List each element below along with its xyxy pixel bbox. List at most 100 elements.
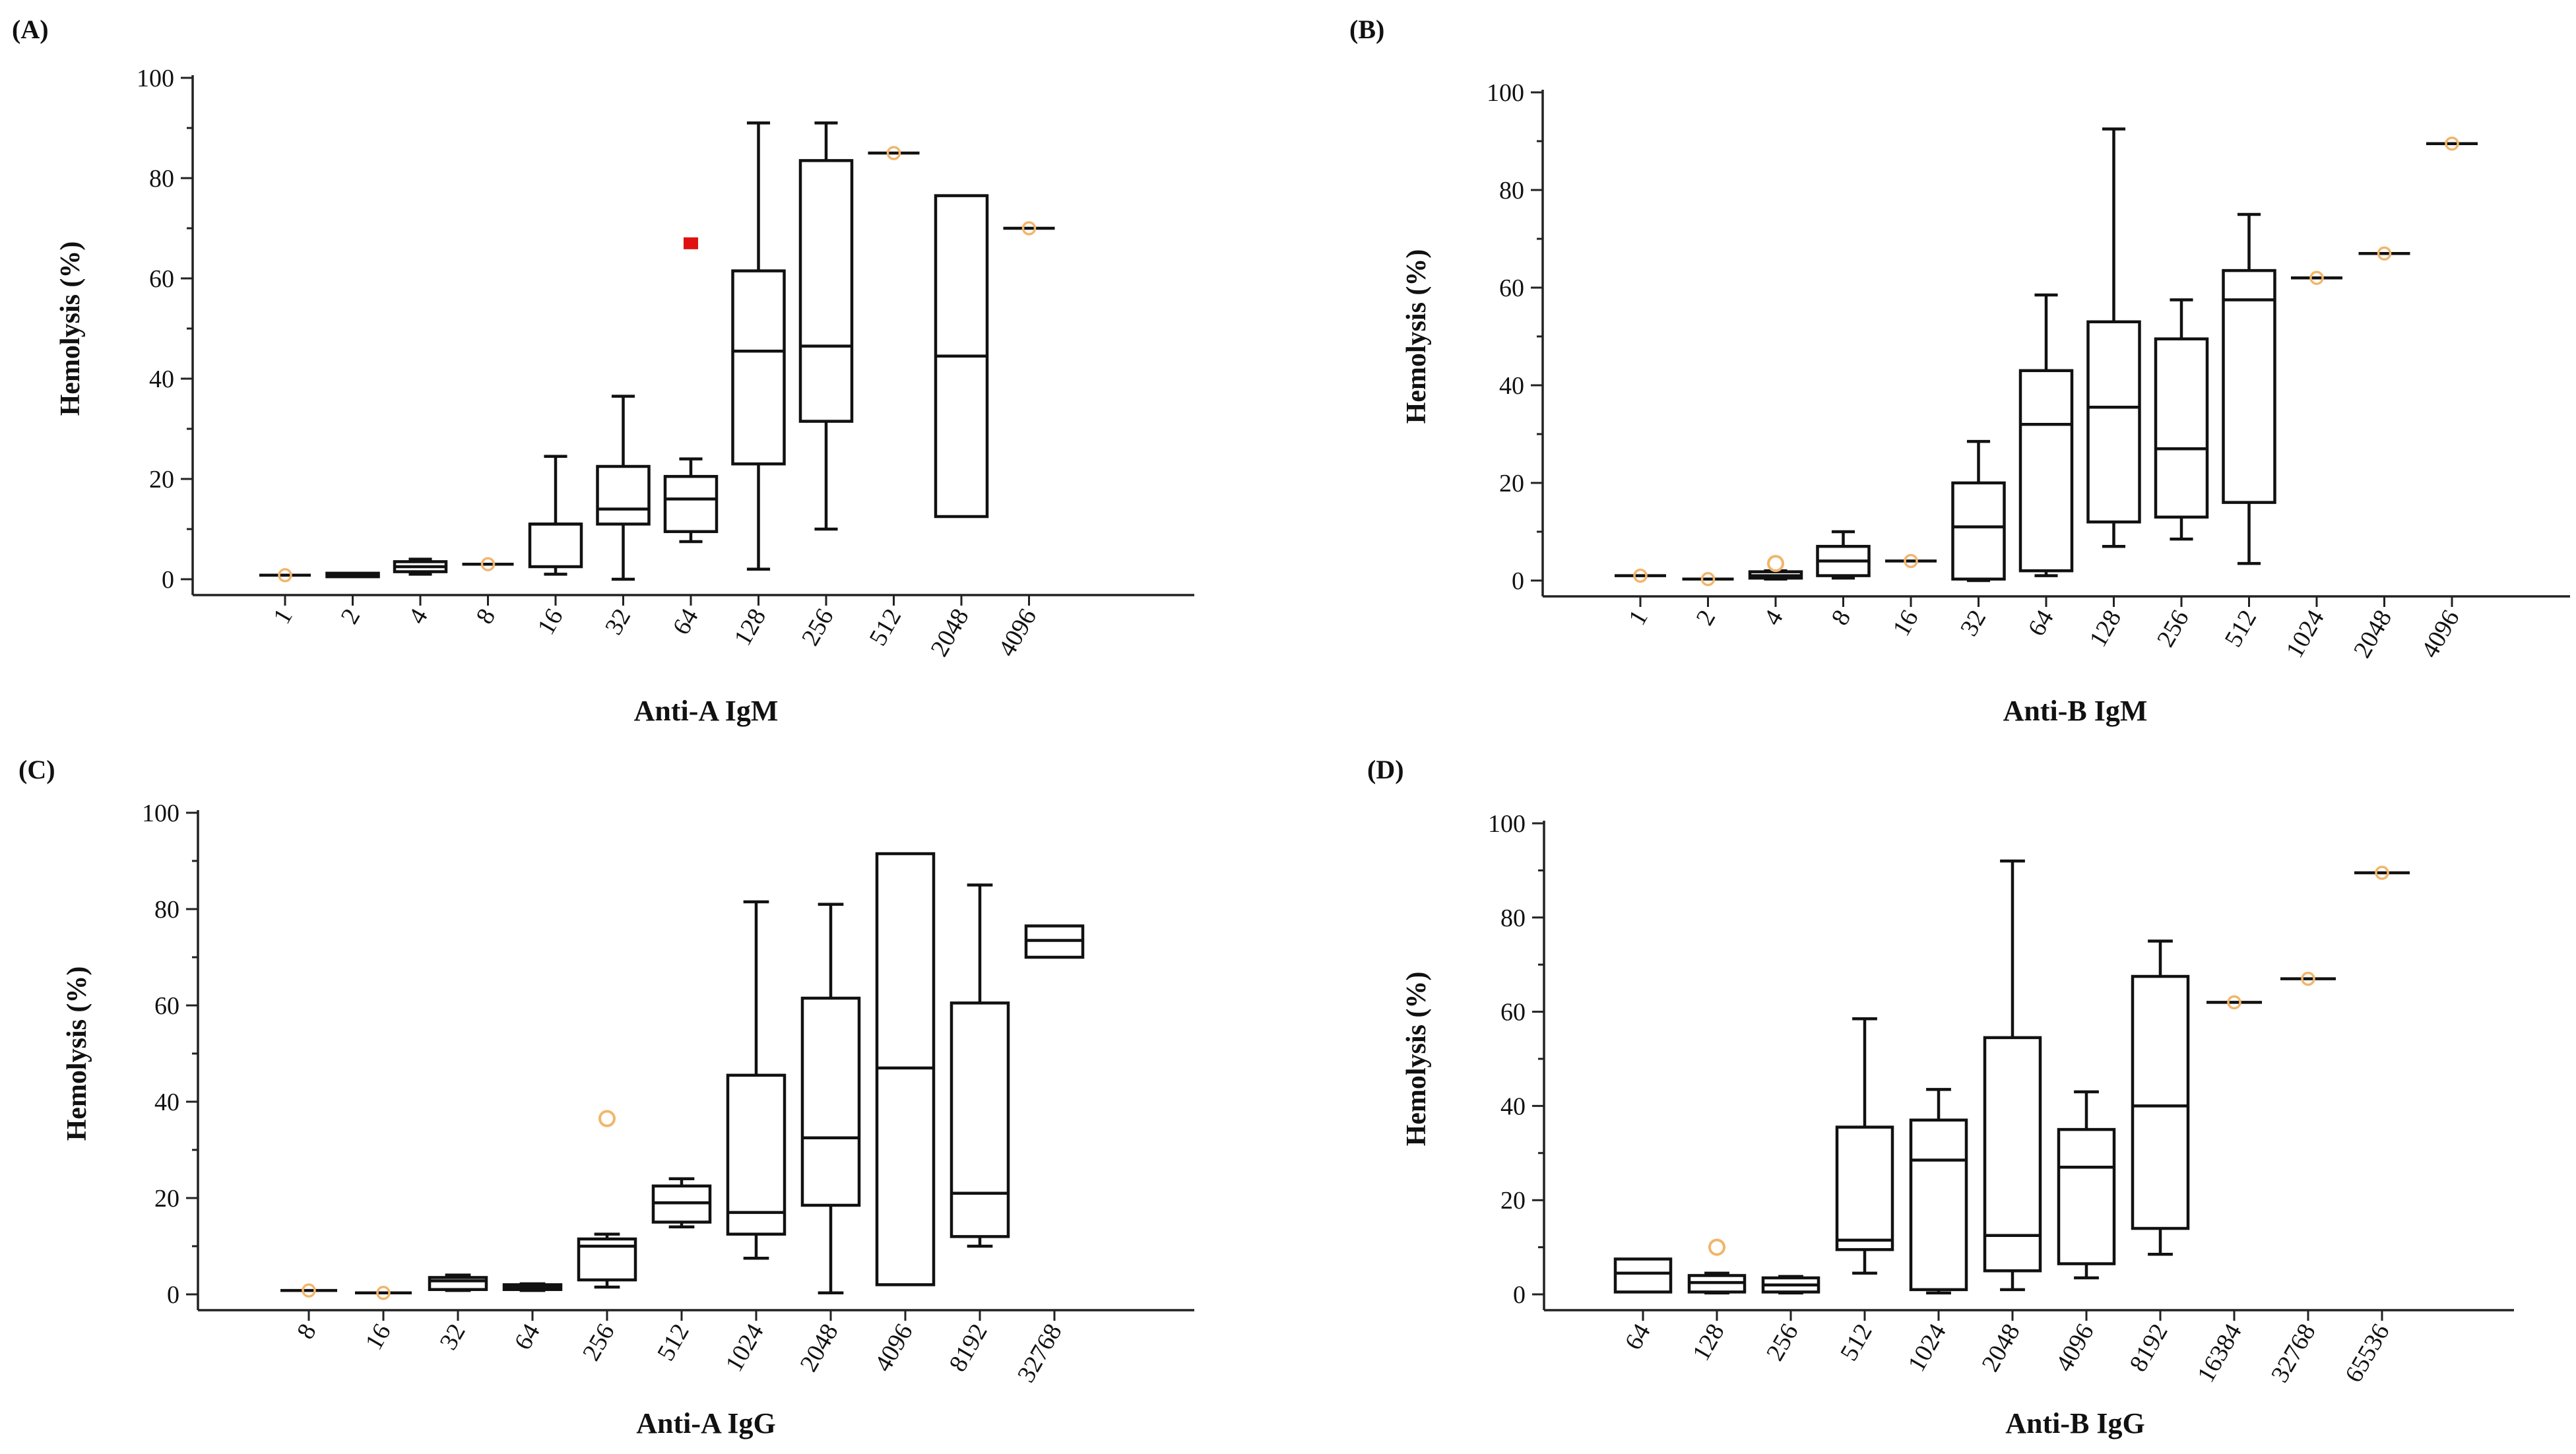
x-axis-title: Anti-A IgM — [634, 695, 779, 727]
box-plot-2048 — [800, 902, 861, 1295]
x-tick-label: 32 — [600, 604, 636, 640]
box-plot-2 — [325, 571, 380, 579]
single-value-marker — [1633, 568, 1648, 583]
iqr-box — [428, 1276, 488, 1291]
y-tick-label: 0 — [1513, 1281, 1526, 1309]
box-plot-4096 — [875, 852, 936, 1286]
x-tick-label: 512 — [1835, 1319, 1878, 1366]
x-tick-label: 4096 — [2416, 606, 2464, 663]
outlier-marker — [1708, 1238, 1725, 1256]
box-plot-32 — [596, 395, 651, 581]
iqr-box — [950, 1001, 1010, 1238]
x-tick-label: 4 — [1758, 606, 1789, 630]
y-tick-label: 80 — [149, 165, 174, 193]
box-plot-2048 — [934, 194, 989, 519]
x-tick-label: 1024 — [2280, 606, 2329, 663]
box-plot-16 — [1885, 553, 1937, 569]
outlier-marker — [598, 1110, 616, 1127]
box-plot-64 — [502, 1282, 563, 1292]
x-tick-label: 32768 — [2266, 1319, 2321, 1387]
x-tick-label: 16384 — [2192, 1319, 2247, 1387]
single-value-marker — [302, 1283, 316, 1298]
iqr-box — [798, 159, 854, 423]
y-tick-label: 20 — [149, 466, 174, 493]
box-plot-4 — [393, 557, 448, 576]
single-value-marker — [2445, 136, 2459, 151]
single-value-marker — [2301, 971, 2315, 986]
x-tick-label: 8 — [470, 604, 501, 629]
x-axis-title: Anti-B IgG — [2005, 1407, 2144, 1439]
single-value-marker — [1021, 221, 1037, 236]
box-plot-256 — [577, 1232, 637, 1289]
iqr-box — [2018, 369, 2074, 573]
x-tick-label: 256 — [796, 604, 839, 650]
x-tick-label: 8192 — [2124, 1319, 2173, 1377]
box-plot-1024 — [726, 900, 787, 1260]
box-plot-4096 — [2057, 1090, 2116, 1280]
x-axis-title: Anti-A IgG — [636, 1407, 775, 1439]
iqr-box — [1909, 1118, 1968, 1292]
panel-c: (C) 0 20 40 60 80 100 Hemolysis (%) 8 16 32 64 256 51… — [18, 755, 1194, 1439]
x-tick-label: 256 — [2152, 606, 2195, 652]
panel-label: (C) — [18, 755, 55, 784]
box-plot-1 — [259, 568, 311, 583]
box-plot-512 — [2222, 212, 2276, 565]
x-tick-label: 1024 — [720, 1319, 769, 1377]
box-plot-2 — [1682, 572, 1734, 586]
y-tick-label: 0 — [162, 566, 174, 594]
box-plot-16384 — [2206, 995, 2262, 1010]
y-tick-label: 60 — [1500, 999, 1526, 1027]
x-tick-label: 32 — [1955, 606, 1991, 641]
x-tick-label: 4 — [403, 604, 434, 629]
x-tick-label: 4096 — [2050, 1319, 2099, 1377]
x-tick-label: 4096 — [993, 604, 1042, 662]
outlier-marker — [1767, 555, 1784, 573]
x-tick-label: 512 — [2219, 606, 2262, 652]
single-value-marker — [1700, 572, 1716, 586]
box-plot-128 — [731, 121, 786, 571]
single-value-marker — [886, 146, 901, 160]
iqr-box — [596, 464, 651, 526]
single-value-marker — [480, 557, 496, 571]
iqr-box — [528, 522, 583, 569]
y-axis-title: Hemolysis (%) — [1401, 972, 1432, 1147]
box-plot-16 — [355, 1286, 412, 1300]
iqr-box — [2131, 974, 2190, 1230]
x-tick-label: 2048 — [794, 1319, 843, 1377]
x-axis-title: Anti-B IgM — [2003, 695, 2148, 727]
box-plot-8 — [280, 1283, 337, 1298]
x-tick-label: 8 — [292, 1319, 322, 1344]
x-tick-label: 64 — [2022, 606, 2059, 641]
x-tick-label: 512 — [864, 604, 907, 650]
y-tick-label: 100 — [1488, 810, 1526, 838]
y-tick-label: 80 — [1499, 177, 1524, 205]
iqr-box — [663, 474, 719, 534]
x-tick-label: 8192 — [944, 1319, 992, 1377]
single-value-marker — [1904, 553, 1918, 569]
x-tick-label: 65536 — [2340, 1319, 2395, 1387]
x-tick-label: 4096 — [869, 1319, 918, 1377]
far-outlier-marker — [684, 237, 698, 249]
box-plot-2048 — [1983, 859, 2042, 1292]
iqr-box — [731, 269, 786, 466]
y-tick-label: 60 — [1499, 274, 1524, 302]
y-tick-label: 80 — [1500, 904, 1526, 932]
x-tick-label: 128 — [1687, 1319, 1730, 1366]
box-plot-4096 — [2426, 136, 2478, 151]
box-plot-1024 — [1909, 1088, 1968, 1295]
single-value-marker — [2309, 270, 2324, 285]
x-tick-label: 32 — [434, 1319, 470, 1355]
x-tick-label: 1 — [268, 604, 298, 629]
x-tick-label: 2048 — [2348, 606, 2397, 663]
x-tick-label: 1 — [1623, 606, 1654, 630]
x-tick-label: 2 — [1690, 606, 1721, 630]
box-plot-128 — [2086, 127, 2141, 548]
box-plot-512 — [868, 146, 920, 160]
iqr-box — [726, 1073, 787, 1236]
box-plot-32768 — [1024, 924, 1085, 959]
box-plot-512 — [1835, 1017, 1894, 1275]
y-tick-label: 20 — [154, 1185, 179, 1213]
box-plot-32 — [1951, 439, 2006, 583]
single-value-marker — [2375, 866, 2389, 880]
